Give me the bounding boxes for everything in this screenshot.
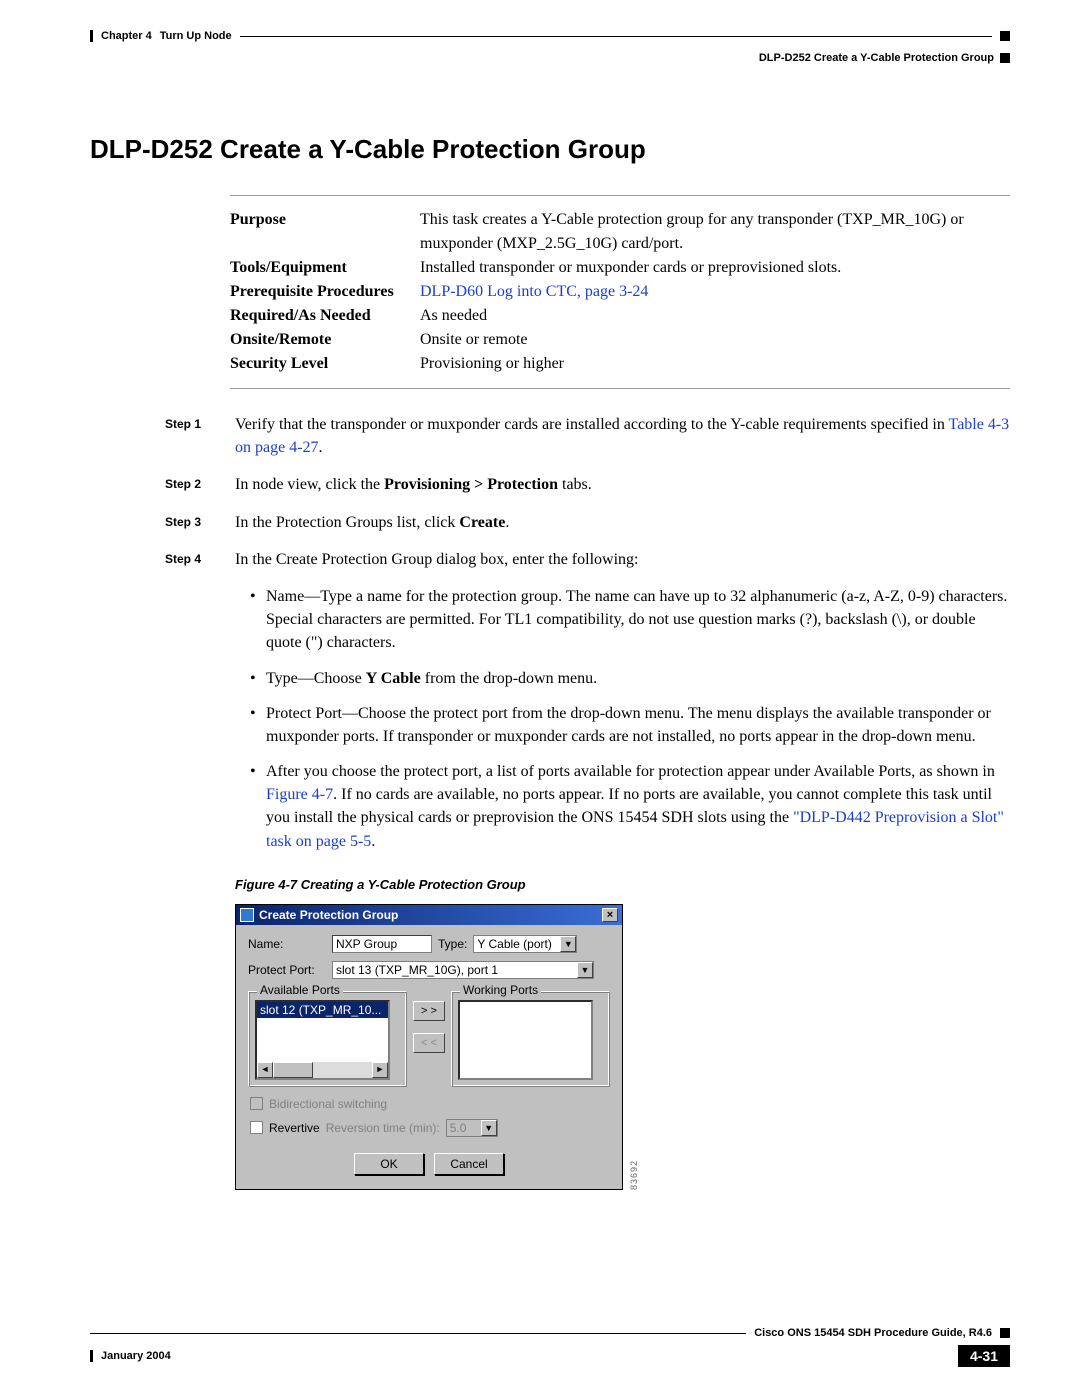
scroll-right-icon[interactable]: ► [372,1062,388,1078]
page-number: 4-31 [958,1345,1010,1367]
close-icon[interactable]: × [602,908,618,922]
header-square-right [1000,53,1010,63]
chapter-number: Chapter 4 [101,30,152,42]
bullet-name: Name—Type a name for the protection grou… [266,585,1010,655]
cancel-button[interactable]: Cancel [434,1153,504,1175]
type-label: Type: [438,937,467,951]
info-table: Purpose This task creates a Y-Cable prot… [230,195,1010,389]
reversion-time-label: Reversion time (min): [326,1121,440,1135]
footer-date: January 2004 [101,1350,171,1362]
protect-port-select[interactable]: slot 13 (TXP_MR_10G), port 1 ▼ [332,961,594,979]
step-3-text-a: In the Protection Groups list, click [235,514,459,531]
step-4-label: Step 4 [165,548,235,571]
revertive-checkbox[interactable] [250,1121,263,1134]
bullet-dot: • [250,585,266,655]
reversion-time-select: 5.0 ▼ [446,1119,498,1137]
figure-4-7-link[interactable]: Figure 4-7 [266,786,333,803]
revertive-label: Revertive [269,1121,320,1135]
step-2-text-b: tabs. [558,476,592,493]
bullet-4-a: After you choose the protect port, a lis… [266,763,995,780]
header-line [240,36,992,37]
required-label: Required/As Needed [230,304,420,328]
security-label: Security Level [230,352,420,376]
tools-value: Installed transponder or muxponder cards… [420,256,1010,280]
scroll-thumb[interactable] [273,1062,313,1078]
working-ports-list[interactable] [458,1000,593,1080]
footer-line [90,1333,746,1334]
header-task-title: DLP-D252 Create a Y-Cable Protection Gro… [759,52,994,64]
footer-square [1000,1328,1010,1338]
dialog-icon [240,908,254,922]
prereq-label: Prerequisite Procedures [230,280,420,304]
step-2-text-a: In node view, click the [235,476,384,493]
step-1-body: Verify that the transponder or muxponder… [235,413,1010,459]
step-2-label: Step 2 [165,473,235,496]
security-value: Provisioning or higher [420,352,1010,376]
footer-vbar [90,1350,93,1362]
required-value: As needed [420,304,1010,328]
available-ports-list[interactable]: slot 12 (TXP_MR_10... ◄ ► [255,1000,390,1080]
step-1-label: Step 1 [165,413,235,459]
type-select[interactable]: Y Cable (port) ▼ [473,935,577,953]
onsite-label: Onsite/Remote [230,328,420,352]
step-1-text-a: Verify that the transponder or muxponder… [235,416,949,433]
chevron-down-icon[interactable]: ▼ [560,936,576,952]
bullet-protect-port: Protect Port—Choose the protect port fro… [266,702,1010,748]
purpose-value: This task creates a Y-Cable protection g… [420,208,1010,256]
footer-guide-title: Cisco ONS 15454 SDH Procedure Guide, R4.… [754,1327,992,1339]
name-input[interactable] [332,935,432,953]
bullet-dot: • [250,760,266,853]
chevron-down-icon[interactable]: ▼ [577,962,593,978]
remove-button[interactable]: < < [413,1033,445,1053]
prereq-link[interactable]: DLP-D60 Log into CTC, page 3-24 [420,280,1010,304]
working-ports-legend: Working Ports [460,983,541,997]
bidirectional-checkbox [250,1097,263,1110]
bullet-available-ports: After you choose the protect port, a lis… [266,760,1010,853]
figure-caption: Figure 4-7 Creating a Y-Cable Protection… [235,877,1010,892]
tools-label: Tools/Equipment [230,256,420,280]
step-3-bold: Create [459,514,505,531]
chapter-title: Turn Up Node [160,30,232,42]
purpose-label: Purpose [230,208,420,256]
figure-id-label: 83692 [629,1156,639,1190]
create-protection-group-dialog: Create Protection Group × Name: Type: Y … [235,904,623,1190]
horizontal-scrollbar[interactable]: ◄ ► [257,1062,388,1078]
available-port-item[interactable]: slot 12 (TXP_MR_10... [257,1002,388,1018]
bullet-dot: • [250,702,266,748]
step-3-text-b: . [505,514,509,531]
step-2-body: In node view, click the Provisioning > P… [235,473,1010,496]
available-ports-legend: Available Ports [257,983,343,997]
dialog-title: Create Protection Group [259,908,398,922]
scroll-left-icon[interactable]: ◄ [257,1062,273,1078]
bullet-dot: • [250,667,266,690]
onsite-value: Onsite or remote [420,328,1010,352]
step-1-text-b: . [319,439,323,456]
ok-button[interactable]: OK [354,1153,424,1175]
add-button[interactable]: > > [413,1001,445,1021]
bullet-type-bold: Y Cable [366,670,421,687]
bullet-type-a: Type—Choose [266,670,366,687]
step-2-bold: Provisioning > Protection [384,476,558,493]
step-4-body: In the Create Protection Group dialog bo… [235,548,1010,571]
header-vbar [90,30,93,42]
reversion-time-value: 5.0 [447,1121,481,1135]
dialog-titlebar[interactable]: Create Protection Group × [236,905,622,925]
bullet-type: Type—Choose Y Cable from the drop-down m… [266,667,1010,690]
protect-port-label: Protect Port: [248,963,326,977]
name-label: Name: [248,937,326,951]
protect-port-value: slot 13 (TXP_MR_10G), port 1 [333,963,577,977]
type-select-value: Y Cable (port) [474,937,560,951]
step-3-body: In the Protection Groups list, click Cre… [235,511,1010,534]
step-3-label: Step 3 [165,511,235,534]
bidirectional-label: Bidirectional switching [269,1097,387,1111]
chevron-down-icon: ▼ [481,1120,497,1136]
bullet-4-c: . [371,833,375,850]
header-square [1000,31,1010,41]
bullet-type-b: from the drop-down menu. [421,670,597,687]
page-title: DLP-D252 Create a Y-Cable Protection Gro… [90,134,1010,165]
